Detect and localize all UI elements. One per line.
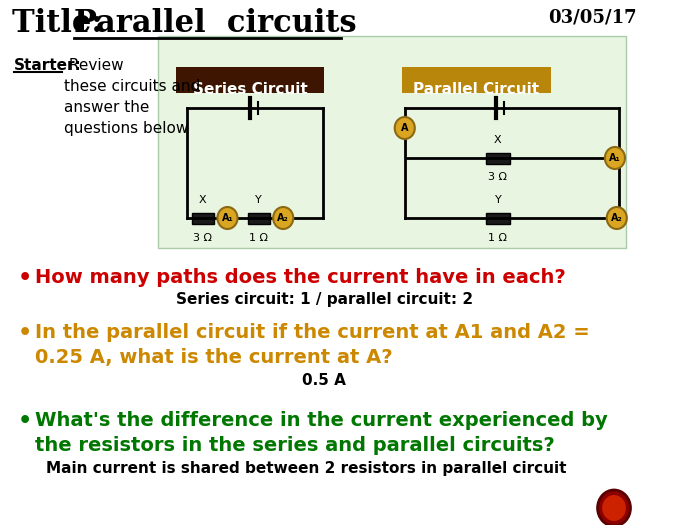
Text: 1 Ω: 1 Ω xyxy=(249,233,268,243)
Circle shape xyxy=(273,207,293,229)
Text: Title:: Title: xyxy=(12,8,113,39)
Text: •: • xyxy=(18,268,32,288)
Text: Main current is shared between 2 resistors in parallel circuit: Main current is shared between 2 resisto… xyxy=(46,461,566,476)
Circle shape xyxy=(607,207,626,229)
Text: •: • xyxy=(18,323,32,343)
Text: Y: Y xyxy=(256,195,262,205)
Text: 3 Ω: 3 Ω xyxy=(193,233,212,243)
Bar xyxy=(402,67,551,93)
Text: How many paths does the current have in each?: How many paths does the current have in … xyxy=(35,268,566,287)
Text: Y: Y xyxy=(495,195,501,205)
Circle shape xyxy=(598,490,631,525)
Text: Parallel Circuit: Parallel Circuit xyxy=(413,82,539,97)
Text: A₂: A₂ xyxy=(277,213,289,223)
Bar xyxy=(486,213,510,224)
Text: Series Circuit: Series Circuit xyxy=(193,82,308,97)
Text: Parallel  circuits: Parallel circuits xyxy=(74,8,356,39)
Text: 1 Ω: 1 Ω xyxy=(489,233,508,243)
Text: 3 Ω: 3 Ω xyxy=(489,172,508,182)
Text: Series circuit: 1 / parallel circuit: 2: Series circuit: 1 / parallel circuit: 2 xyxy=(176,292,473,307)
Bar xyxy=(248,213,270,224)
Text: A₁: A₁ xyxy=(222,213,233,223)
Text: What's the difference in the current experienced by
the resistors in the series : What's the difference in the current exp… xyxy=(35,411,608,455)
Text: A₁: A₁ xyxy=(609,153,621,163)
Bar xyxy=(486,152,510,163)
Circle shape xyxy=(218,207,237,229)
Bar xyxy=(192,213,214,224)
Circle shape xyxy=(605,147,625,169)
Text: 0.5 A: 0.5 A xyxy=(302,373,346,388)
FancyBboxPatch shape xyxy=(158,36,626,248)
Text: In the parallel circuit if the current at A1 and A2 =
0.25 A, what is the curren: In the parallel circuit if the current a… xyxy=(35,323,589,367)
Text: X: X xyxy=(494,135,502,145)
Text: A: A xyxy=(401,123,409,133)
Circle shape xyxy=(395,117,415,139)
Text: 03/05/17: 03/05/17 xyxy=(548,8,637,26)
Circle shape xyxy=(602,495,626,521)
Text: Starter:: Starter: xyxy=(13,58,81,73)
Bar xyxy=(176,67,324,93)
Text: X: X xyxy=(199,195,206,205)
Text: A₂: A₂ xyxy=(611,213,622,223)
Text: •: • xyxy=(18,411,32,431)
Text: Review
these circuits and
answer the
questions below: Review these circuits and answer the que… xyxy=(64,58,200,136)
